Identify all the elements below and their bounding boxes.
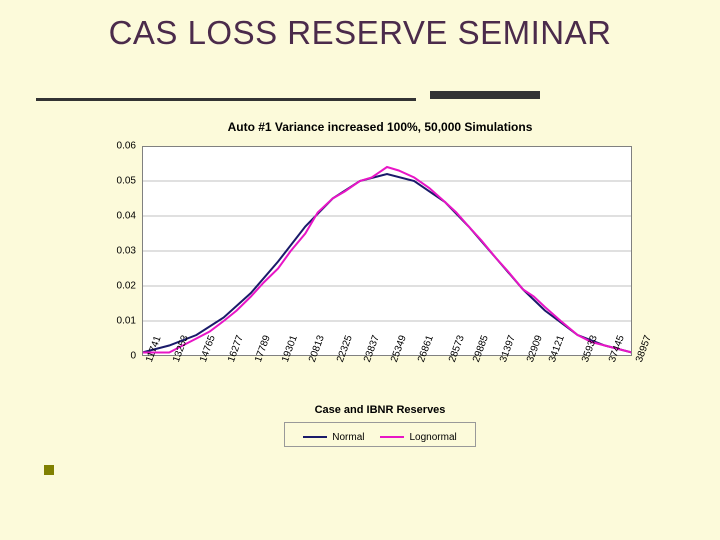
ytick-label: 0.02: [117, 281, 136, 292]
slide: CAS LOSS RESERVE SEMINAR Auto #1 Varianc…: [0, 0, 720, 540]
title-underline-long: [36, 98, 416, 101]
title-underline-short: [430, 91, 540, 99]
ytick-label: 0.01: [117, 316, 136, 327]
ytick-label: 0.06: [117, 141, 136, 152]
slide-title: CAS LOSS RESERVE SEMINAR: [0, 14, 720, 52]
legend-label: Normal: [332, 432, 364, 443]
ytick-label: 0: [130, 351, 136, 362]
chart-xaxis-title: Case and IBNR Reserves: [110, 404, 650, 416]
ytick-label: 0.03: [117, 246, 136, 257]
chart-svg: [142, 146, 632, 356]
legend-swatch: [380, 436, 404, 438]
ytick-label: 0.04: [117, 211, 136, 222]
chart-plot-area: 00.010.020.030.040.050.06117411325314765…: [142, 146, 632, 356]
legend-item-normal: Normal: [303, 432, 364, 443]
legend-box: Normal Lognormal: [284, 422, 476, 447]
chart-title: Auto #1 Variance increased 100%, 50,000 …: [110, 120, 650, 134]
legend-item-lognormal: Lognormal: [380, 432, 456, 443]
chart: Auto #1 Variance increased 100%, 50,000 …: [110, 120, 650, 485]
chart-legend: Normal Lognormal: [110, 422, 650, 447]
bullet-marker: [44, 465, 54, 475]
xtick-label: 38957: [634, 334, 654, 364]
legend-swatch: [303, 436, 327, 438]
legend-label: Lognormal: [409, 432, 456, 443]
ytick-label: 0.05: [117, 176, 136, 187]
